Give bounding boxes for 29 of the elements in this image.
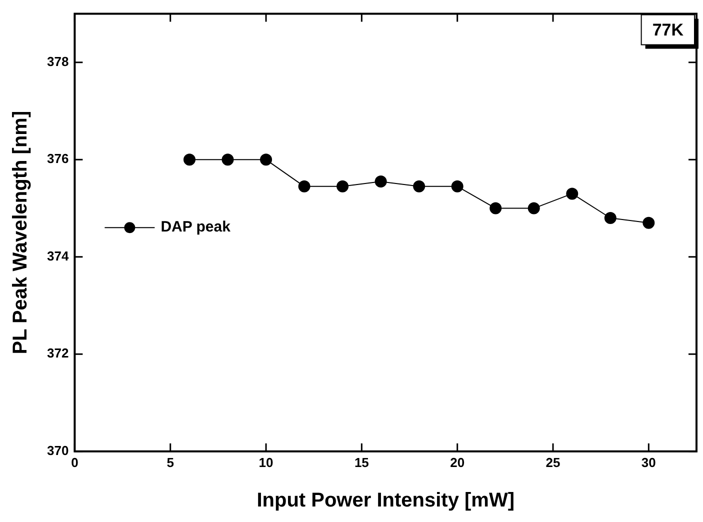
point [336,180,349,192]
y-tick-label: 372 [46,346,69,361]
x-axis-title: Input Power Intensity [mW] [256,490,514,512]
point [451,180,464,192]
x-tick-label: 15 [354,454,369,470]
x-tick-label: 20 [450,454,465,470]
x-tick-label: 30 [641,454,656,470]
x-tick-label: 10 [258,454,274,470]
point [298,180,310,192]
annotation: 77K [652,20,684,40]
y-tick-label: 376 [46,151,69,166]
point [183,154,196,166]
y-axis-title: PL Peak Wavelength [nm] [10,110,32,354]
point [566,188,578,200]
y-tick-label: 370 [46,442,69,458]
point [604,212,616,224]
y-tick-label: 378 [46,54,69,69]
point [413,180,426,192]
legend-label: DAP peak [160,218,232,236]
point [528,202,540,214]
point [642,216,655,229]
x-tick-label: 0 [71,454,78,470]
x-tick-label: 5 [166,454,174,470]
y-tick-label: 374 [46,248,70,264]
point [222,154,234,166]
point [260,154,272,166]
point [490,202,502,214]
point [374,176,387,188]
x-tick-label: 25 [546,454,560,470]
